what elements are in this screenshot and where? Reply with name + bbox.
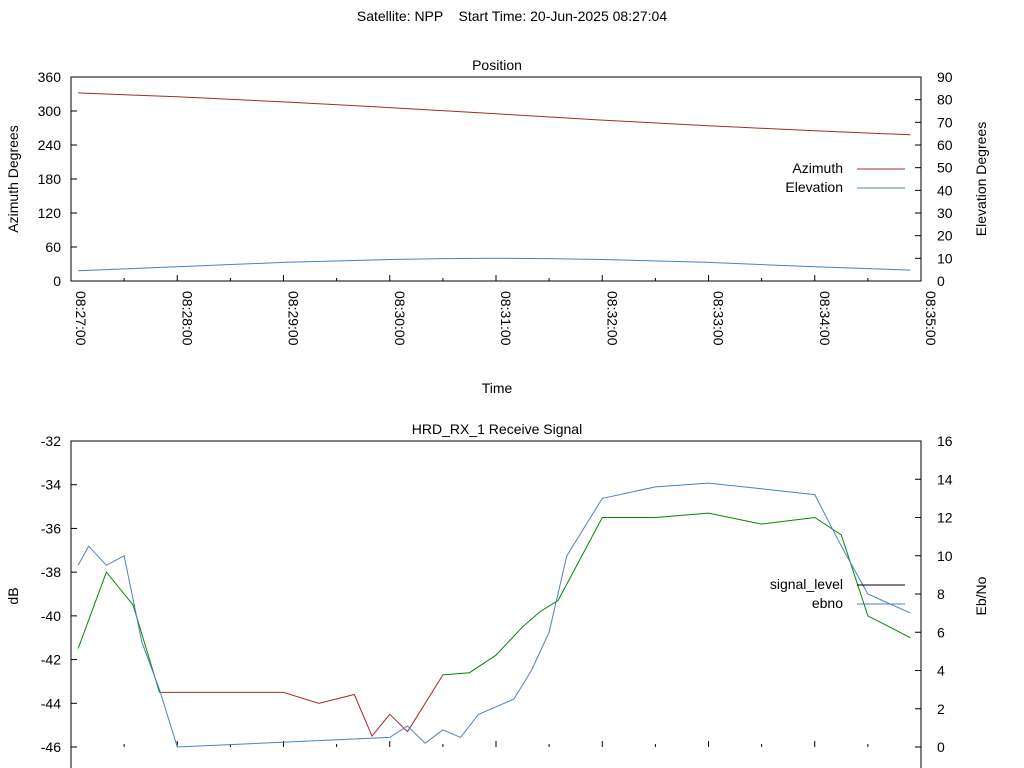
elevation-tick-label: 10 [937,250,953,266]
time-tick-label: 08:34:00 [817,291,833,346]
elevation-tick-label: 80 [937,92,953,108]
series-line-elevation [78,257,911,272]
db-axis-label: dB [5,587,21,604]
position-legend: Azimuth Elevation [785,160,905,195]
series-line-azimuth [78,92,911,136]
position-chart-title: Position [472,57,522,73]
time-tick-label: 08:35:00 [923,291,939,346]
elevation-tick-label: 90 [937,69,953,85]
time-tick-label: 08:28:00 [179,291,195,346]
legend-label-signal-level: signal_level [770,576,843,592]
db-tick-label: -42 [41,652,61,668]
signal-legend: signal_level ebno [770,576,905,611]
series-line-signal-level [159,674,444,738]
legend-label-elevation: Elevation [785,179,843,195]
time-tick-label: 08:29:00 [286,291,302,346]
ebno-tick-label: 0 [937,739,945,755]
elevation-tick-label: 20 [937,228,953,244]
ebno-tick-label: 16 [937,433,953,449]
series-line-signal-level [442,512,911,676]
azimuth-tick-label: 360 [38,69,62,85]
legend-label-azimuth: Azimuth [792,160,843,176]
position-chart: Position Azimuth Degrees Elevation Degre… [5,57,989,396]
time-axis-label: Time [482,380,513,396]
db-tick-label: -44 [41,695,61,711]
position-series [78,92,911,272]
time-tick-label: 08:32:00 [604,291,620,346]
db-tick-label: -34 [41,477,61,493]
ebno-tick-label: 8 [937,586,945,602]
time-tick-label: 08:30:00 [392,291,408,346]
db-tick-label: -32 [41,433,61,449]
db-tick-label: -36 [41,520,61,536]
db-tick-label: -46 [41,739,61,755]
time-tick-label: 08:27:00 [73,291,89,346]
signal-chart-title: HRD_RX_1 Receive Signal [412,421,582,437]
ebno-tick-label: 12 [937,510,953,526]
signal-series [77,482,911,748]
elevation-tick-label: 30 [937,205,953,221]
elevation-tick-label: 0 [937,273,945,289]
ebno-tick-label: 10 [937,548,953,564]
db-y-axis: -46 -44 -42 -40 -38 -36 -34 -32 [41,433,77,755]
azimuth-tick-label: 60 [45,239,61,255]
elevation-axis-label: Elevation Degrees [973,122,989,236]
azimuth-y-axis: 0 60 120 180 240 300 360 [38,69,77,289]
series-line-ebno [77,482,911,748]
ebno-axis-label: Eb/No [973,576,989,615]
azimuth-tick-label: 180 [38,171,62,187]
azimuth-axis-label: Azimuth Degrees [5,125,21,232]
azimuth-tick-label: 0 [53,273,61,289]
ebno-tick-label: 2 [937,701,945,717]
start-time-label: Start Time: 20-Jun-2025 08:27:04 [458,8,668,24]
ebno-tick-label: 4 [937,663,945,679]
azimuth-tick-label: 300 [38,103,62,119]
elevation-tick-label: 50 [937,160,953,176]
signal-plot-frame [70,440,922,768]
azimuth-tick-label: 120 [38,205,62,221]
db-tick-label: -38 [41,564,61,580]
series-line-signal-level [77,571,160,693]
time-tick-label: 08:33:00 [711,291,727,346]
time-tick-label: 08:31:00 [498,291,514,346]
elevation-y-axis: 0 10 20 30 40 50 60 70 80 90 [915,69,953,289]
elevation-tick-label: 40 [937,182,953,198]
azimuth-tick-label: 240 [38,137,62,153]
ebno-tick-label: 14 [937,471,953,487]
ebno-y-axis: 0 2 4 6 8 10 12 14 16 [915,433,953,755]
ebno-tick-label: 6 [937,624,945,640]
satellite-label: Satellite: NPP [356,8,443,24]
elevation-tick-label: 70 [937,114,953,130]
elevation-tick-label: 60 [937,137,953,153]
page-title: Satellite: NPP Start Time: 20-Jun-2025 0… [0,8,1024,24]
legend-label-ebno: ebno [812,595,843,611]
db-tick-label: -40 [41,608,61,624]
time-x-axis: 08:27:00 08:28:00 08:29:00 08:30:00 08:31:00… [70,275,939,346]
